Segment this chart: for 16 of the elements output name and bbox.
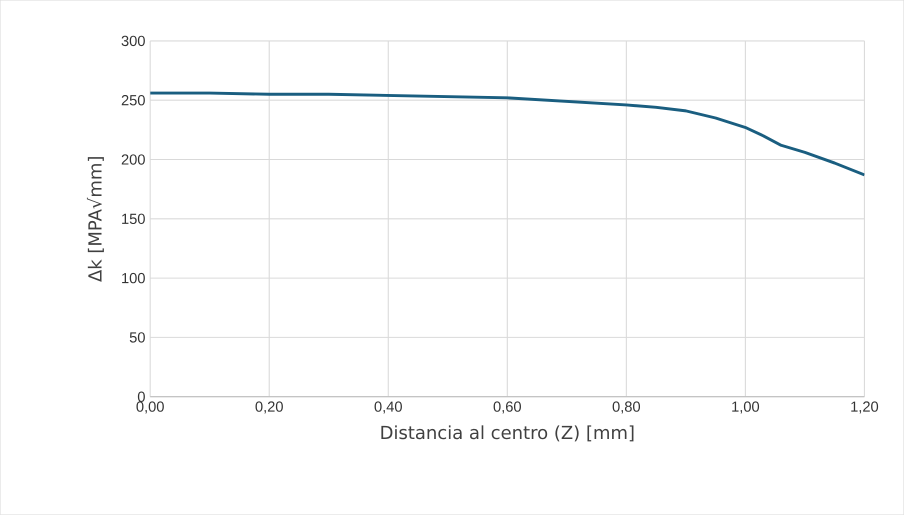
- y-tick-label: 50: [130, 332, 145, 343]
- y-tick-label: 0: [138, 392, 145, 402]
- x-axis-title: Distancia al centro (Z) [mm]: [381, 425, 634, 442]
- y-tick-label: 100: [122, 272, 145, 284]
- x-tick-label: 0,60: [494, 401, 521, 414]
- x-tick-label: 0,80: [612, 401, 640, 414]
- y-tick-label: 250: [122, 95, 145, 106]
- x-tick-label: 1,20: [851, 401, 878, 414]
- y-tick-label: 200: [122, 154, 145, 165]
- y-axis-title: Δk [MPA√mm]: [86, 157, 104, 282]
- x-tick-label: 0,20: [256, 401, 283, 414]
- y-tick-label: 300: [122, 36, 145, 46]
- x-tick-label: 1,00: [732, 401, 760, 414]
- y-tick-label: 150: [122, 214, 145, 224]
- x-tick-label: 0,40: [374, 401, 402, 414]
- x-tick-label: 0,00: [136, 401, 164, 414]
